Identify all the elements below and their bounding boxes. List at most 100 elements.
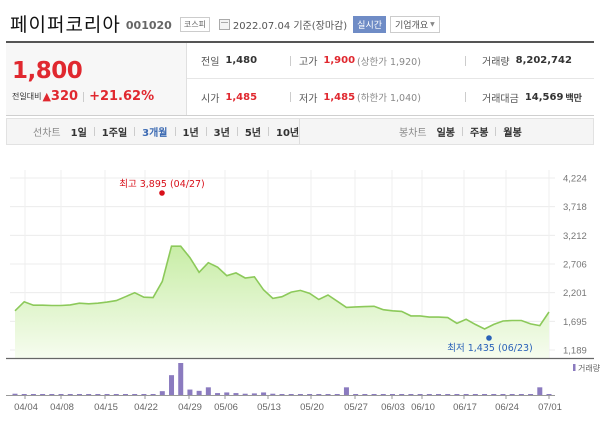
volume-bar (445, 394, 451, 395)
volume-bar (86, 394, 92, 395)
price-area (15, 246, 549, 358)
volume-legend-icon (573, 364, 576, 371)
x-tick-label: 05/20 (300, 402, 324, 413)
divider (465, 92, 466, 102)
volume-bar (95, 394, 101, 395)
period-button-0[interactable]: 1일 (70, 128, 87, 139)
divider (465, 55, 466, 66)
price-line (14, 245, 550, 330)
y-tick-label: 1,695 (563, 317, 587, 328)
volume-bar (472, 394, 478, 395)
low-marker (486, 335, 492, 341)
divider (205, 127, 207, 136)
price-chart[interactable]: 4,224 3,718 3,212 2,706 2,201 1,695 1,189 04/04… (0, 150, 600, 426)
stock-header: 페이퍼코리아 001020 코스피 2022.07.04 기준(장마감) 실시간… (10, 8, 440, 38)
volume-bar (141, 394, 147, 395)
stat-label: 거래량 (482, 57, 510, 68)
stat-low: 저가 1,485 (하한가 1,040) (299, 90, 421, 105)
x-tick-label: 06/24 (495, 402, 519, 413)
volume-bar (215, 393, 221, 395)
divider (299, 119, 300, 144)
volume-bar (417, 394, 423, 395)
volume-bar (482, 394, 488, 395)
volume-legend: 거래량 (578, 363, 600, 373)
volume-bar (233, 393, 239, 395)
volume-bar (491, 394, 497, 395)
volume-bar (509, 394, 515, 395)
stat-label: 고가 (299, 57, 318, 68)
period-button-5[interactable]: 5년 (244, 128, 262, 139)
volume-bar (343, 387, 349, 395)
calendar-icon (218, 19, 230, 30)
stat-amount: 거래대금 14,569 백만 (482, 90, 582, 105)
volume-bar (178, 363, 184, 395)
volume-bar (76, 394, 82, 395)
candle-button-2[interactable]: 월봉 (503, 128, 522, 139)
change-label: 전일대비 (12, 92, 42, 101)
period-button-3[interactable]: 1년 (182, 128, 199, 139)
current-price: 1,800 (12, 58, 83, 84)
stat-unit: 백만 (565, 93, 582, 104)
volume-bar (40, 394, 46, 395)
volume-bar (187, 389, 193, 395)
realtime-button[interactable]: 실시간 (353, 16, 387, 33)
divider (134, 127, 136, 136)
volume-bar (297, 394, 303, 395)
x-tick-label: 07/01 (538, 402, 562, 413)
x-tick-label: 04/22 (134, 402, 158, 413)
volume-bar (436, 394, 442, 395)
y-tick-label: 3,718 (563, 202, 587, 213)
candle-chart-label: 봉차트 (399, 128, 427, 139)
candle-button-1[interactable]: 주봉 (470, 128, 489, 139)
period-button-1[interactable]: 1주일 (101, 128, 128, 139)
high-marker (159, 190, 165, 196)
upper-limit: (상한가 1,920) (357, 56, 421, 68)
volume-bar (518, 394, 524, 395)
y-tick-label: 2,706 (563, 260, 587, 271)
change-row: 전일대비 ▲ 320 +21.62% (12, 89, 154, 104)
divider (268, 127, 270, 136)
volume-bar (169, 375, 175, 395)
volume-bar (426, 394, 432, 395)
period-button-2[interactable]: 3개월 (142, 128, 168, 139)
company-overview-dropdown[interactable]: 기업개요 ▼ (390, 16, 440, 33)
y-tick-label: 2,201 (563, 288, 587, 299)
low-annotation: 최저 1,435 (06/23) (447, 343, 533, 354)
volume-bar (104, 394, 110, 395)
volume-bar (224, 392, 230, 395)
period-button-6[interactable]: 10년 (276, 128, 300, 139)
divider (93, 127, 95, 136)
company-overview-label: 기업개요 (395, 21, 429, 31)
volume-bar (316, 394, 322, 395)
line-chart-label: 선차트 (33, 128, 61, 139)
volume-bar (279, 394, 285, 395)
high-annotation: 최고 3,895 (04/27) (119, 179, 205, 190)
divider (174, 127, 176, 136)
stat-value: 14,569 (524, 91, 564, 103)
x-tick-label: 06/17 (453, 402, 477, 413)
volume-bar (288, 394, 294, 395)
volume-bar (122, 394, 128, 395)
stat-value: 1,480 (225, 55, 258, 66)
stat-label: 전일 (201, 57, 220, 68)
x-tick-label: 04/04 (14, 402, 38, 413)
volume-bar (242, 393, 248, 395)
stat-value: 1,900 (323, 55, 356, 66)
market-badge: 코스피 (179, 17, 210, 32)
x-tick-label: 06/03 (381, 402, 405, 413)
x-tick-label: 04/29 (178, 402, 202, 413)
change-percent: +21.62% (89, 89, 155, 104)
candle-button-0[interactable]: 일봉 (436, 128, 456, 139)
volume-bar (49, 394, 55, 395)
x-tick-label: 04/15 (94, 402, 118, 413)
y-tick-label: 4,224 (563, 174, 587, 185)
volume-bar (270, 393, 276, 395)
company-name[interactable]: 페이퍼코리아 (10, 13, 121, 36)
volume-bar (380, 394, 386, 395)
volume-bar (205, 387, 211, 395)
volume-bar (196, 390, 202, 395)
divider (462, 127, 464, 136)
volume-bar (353, 394, 359, 395)
price-summary: 1,800 전일대비 ▲ 320 +21.62% (6, 43, 187, 115)
period-button-4[interactable]: 3년 (213, 128, 230, 139)
